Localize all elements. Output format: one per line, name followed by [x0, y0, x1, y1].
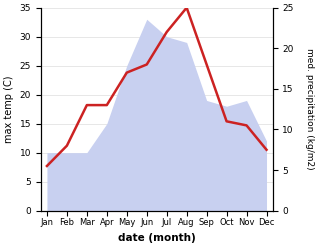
Y-axis label: max temp (C): max temp (C)	[4, 75, 14, 143]
Y-axis label: med. precipitation (kg/m2): med. precipitation (kg/m2)	[305, 48, 314, 170]
X-axis label: date (month): date (month)	[118, 233, 196, 243]
